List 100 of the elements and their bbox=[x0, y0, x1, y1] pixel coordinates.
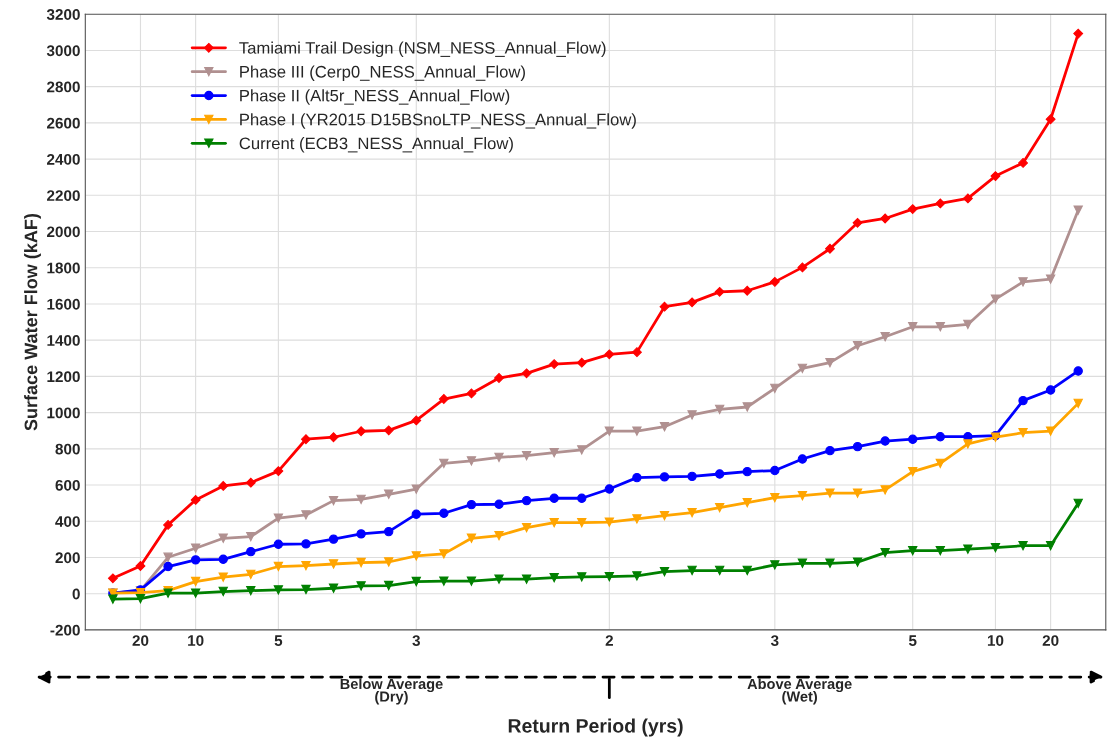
point bbox=[328, 559, 339, 569]
point bbox=[521, 368, 532, 379]
point bbox=[687, 410, 697, 420]
point bbox=[521, 574, 532, 584]
point bbox=[990, 294, 1001, 304]
point bbox=[577, 493, 587, 503]
point bbox=[521, 522, 532, 533]
point bbox=[549, 447, 559, 458]
point bbox=[852, 341, 863, 351]
point bbox=[384, 580, 394, 591]
point bbox=[770, 560, 780, 570]
point bbox=[714, 286, 725, 297]
point bbox=[770, 383, 780, 394]
point bbox=[190, 555, 201, 565]
point bbox=[659, 510, 670, 521]
point bbox=[301, 510, 311, 520]
point bbox=[687, 565, 697, 576]
point bbox=[328, 583, 339, 593]
point bbox=[770, 493, 780, 503]
point bbox=[1018, 395, 1028, 406]
point bbox=[880, 485, 890, 495]
point bbox=[1045, 114, 1056, 125]
x-tick-label: 3 bbox=[770, 635, 779, 647]
point bbox=[604, 349, 615, 360]
point bbox=[797, 558, 808, 568]
point bbox=[880, 547, 890, 558]
point bbox=[246, 547, 256, 557]
point bbox=[521, 495, 532, 506]
point bbox=[328, 432, 339, 443]
point bbox=[356, 557, 366, 568]
point bbox=[273, 466, 284, 477]
point bbox=[742, 402, 752, 412]
y-tick-label: 800 bbox=[55, 443, 80, 455]
x-tick-label: 5 bbox=[274, 635, 283, 646]
point bbox=[687, 297, 698, 308]
point bbox=[742, 466, 752, 477]
point bbox=[494, 574, 504, 584]
y-tick-label: 1400 bbox=[47, 335, 80, 346]
point bbox=[163, 561, 173, 572]
point bbox=[273, 513, 284, 523]
x-tick-label: 20 bbox=[132, 635, 149, 646]
point bbox=[797, 262, 808, 273]
point bbox=[1073, 366, 1083, 376]
point bbox=[218, 586, 228, 597]
point bbox=[908, 545, 918, 556]
x-tick-label: 3 bbox=[412, 635, 420, 647]
point bbox=[1018, 541, 1028, 551]
point bbox=[190, 576, 201, 587]
point bbox=[962, 193, 973, 204]
point bbox=[825, 357, 835, 368]
point bbox=[714, 404, 725, 415]
point bbox=[576, 357, 587, 368]
point bbox=[494, 499, 504, 509]
point bbox=[1045, 385, 1056, 395]
point bbox=[190, 494, 201, 505]
point bbox=[549, 493, 559, 503]
y-tick-label: -200 bbox=[50, 624, 80, 636]
point bbox=[577, 518, 587, 528]
point bbox=[135, 561, 146, 571]
point bbox=[825, 558, 835, 568]
point bbox=[880, 436, 890, 446]
point bbox=[825, 243, 835, 254]
point bbox=[246, 585, 256, 596]
point bbox=[190, 588, 201, 598]
point bbox=[907, 204, 918, 215]
x-axis-title: Return Period (yrs) bbox=[508, 718, 683, 737]
point bbox=[659, 301, 670, 312]
point bbox=[632, 426, 642, 436]
point bbox=[825, 488, 835, 498]
point bbox=[190, 543, 201, 553]
point bbox=[797, 491, 808, 501]
text: Below Average (Dry) bbox=[340, 678, 443, 705]
point bbox=[163, 552, 173, 562]
point bbox=[1073, 205, 1083, 215]
point bbox=[1073, 398, 1083, 409]
point bbox=[273, 539, 284, 549]
point bbox=[356, 529, 366, 539]
point bbox=[301, 584, 311, 595]
point bbox=[356, 494, 366, 505]
y-tick-label: 200 bbox=[55, 552, 80, 564]
point bbox=[769, 276, 780, 287]
point bbox=[659, 472, 670, 482]
point bbox=[577, 572, 587, 582]
point bbox=[632, 472, 642, 483]
point bbox=[245, 477, 256, 488]
point bbox=[246, 569, 256, 579]
point bbox=[1018, 157, 1028, 168]
point bbox=[742, 565, 752, 576]
point bbox=[328, 534, 339, 544]
point bbox=[494, 452, 504, 463]
legend-label: Phase I (YR2015 D15BSnoLTP_NESS_Annual_Flow) bbox=[240, 113, 636, 129]
point bbox=[494, 373, 504, 383]
point bbox=[549, 572, 559, 583]
point bbox=[714, 502, 725, 513]
point bbox=[1045, 426, 1056, 436]
point bbox=[935, 458, 945, 468]
point bbox=[659, 422, 670, 432]
point bbox=[108, 594, 118, 604]
point bbox=[163, 519, 173, 530]
point bbox=[411, 576, 421, 587]
